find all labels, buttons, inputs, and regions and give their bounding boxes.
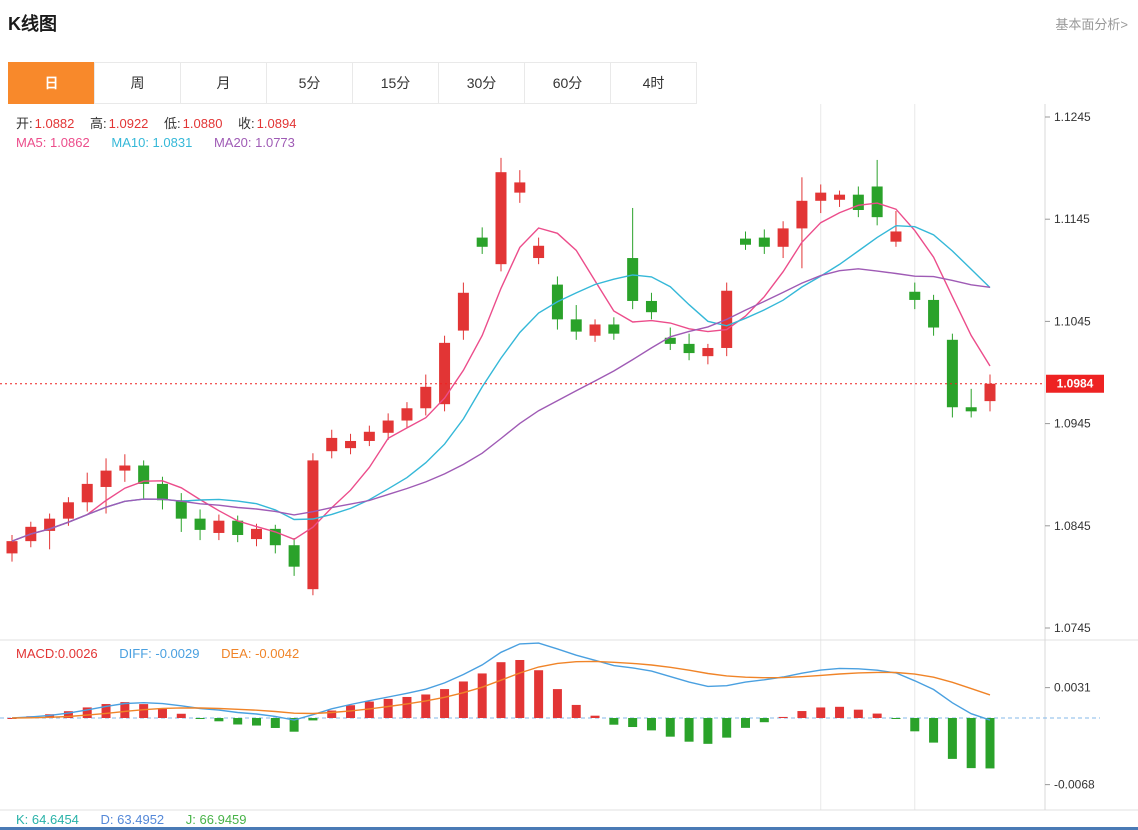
svg-text:1.1145: 1.1145: [1054, 212, 1090, 226]
ma10-readout: MA10: 1.0831: [111, 135, 192, 150]
j-value: 66.9459: [199, 812, 247, 827]
open-label: 开:: [16, 116, 33, 131]
j-label: J:: [185, 812, 200, 827]
ma-legend: MA5: 1.0862 MA10: 1.0831 MA20: 1.0773: [16, 135, 313, 150]
tab-daily[interactable]: 日: [8, 62, 95, 104]
dea-value: -0.0042: [255, 646, 300, 661]
ma20-label: MA20:: [213, 135, 256, 150]
low-value: 1.0880: [182, 116, 223, 131]
tab-15min[interactable]: 15分: [352, 62, 439, 104]
page-title: K线图: [8, 14, 57, 34]
j-readout: J: 66.9459: [186, 812, 247, 827]
tab-monthly[interactable]: 月: [180, 62, 267, 104]
open-value: 1.0882: [34, 116, 75, 131]
diff-readout: DIFF: -0.0029: [119, 646, 199, 661]
close-value: 1.0894: [256, 116, 297, 131]
dea-label: DEA:: [221, 646, 256, 661]
fundamental-analysis-link[interactable]: 基本面分析>: [1055, 16, 1128, 32]
svg-text:1.1245: 1.1245: [1054, 110, 1091, 124]
chart-canvas: 1.0984 1.1245 1.1145 1.1045 1.0945 1.0845 1.07…: [0, 104, 1138, 811]
tab-30min[interactable]: 30分: [438, 62, 525, 104]
tab-weekly[interactable]: 周: [94, 62, 181, 104]
macd-label: MACD:: [16, 646, 58, 661]
k-label: K:: [16, 812, 32, 827]
diff-value: -0.0029: [155, 646, 200, 661]
bottom-border: [0, 827, 1138, 830]
low-label: 低:: [164, 116, 181, 131]
macd-legend: MACD:0.0026 DIFF: -0.0029 DEA: -0.0042: [16, 646, 317, 661]
ohlc-legend: 开: 1.0882 高: 1.0922 低: 1.0880 收: 1.0894: [16, 113, 308, 132]
svg-text:1.0984: 1.0984: [1057, 377, 1094, 391]
high-value: 1.0922: [108, 116, 149, 131]
svg-text:1.0945: 1.0945: [1054, 417, 1091, 431]
d-readout: D: 63.4952: [101, 812, 165, 827]
svg-text:0.0031: 0.0031: [1054, 681, 1091, 695]
d-label: D:: [100, 812, 118, 827]
period-tabs: 日 周 月 5分 15分 30分 60分 4时: [8, 62, 697, 104]
kdj-legend: K: 64.6454 D: 63.4952 J: 66.9459: [16, 812, 265, 827]
diff-label: DIFF:: [119, 646, 156, 661]
macd-readout: MACD:0.0026: [16, 646, 98, 661]
macd-value: 0.0026: [57, 646, 98, 661]
high-label: 高:: [90, 116, 107, 131]
tab-60min[interactable]: 60分: [524, 62, 611, 104]
k-value: 64.6454: [31, 812, 79, 827]
k-readout: K: 64.6454: [16, 812, 79, 827]
tab-4hour[interactable]: 4时: [610, 62, 697, 104]
ma20-readout: MA20: 1.0773: [214, 135, 295, 150]
tab-5min[interactable]: 5分: [266, 62, 353, 104]
d-value: 63.4952: [117, 812, 165, 827]
svg-text:1.0845: 1.0845: [1054, 519, 1091, 533]
ma5-readout: MA5: 1.0862: [16, 135, 90, 150]
dea-readout: DEA: -0.0042: [221, 646, 299, 661]
header: K线图 基本面分析>: [0, 0, 1138, 46]
ma5-label: MA5:: [16, 135, 50, 150]
svg-text:1.0745: 1.0745: [1054, 621, 1091, 635]
ma10-label: MA10:: [111, 135, 153, 150]
svg-text:1.1045: 1.1045: [1054, 314, 1091, 328]
close-label: 收:: [238, 116, 255, 131]
ma10-value: 1.0831: [152, 135, 193, 150]
ma20-value: 1.0773: [255, 135, 295, 150]
ma5-value: 1.0862: [49, 135, 90, 150]
svg-text:-0.0068: -0.0068: [1054, 778, 1095, 792]
